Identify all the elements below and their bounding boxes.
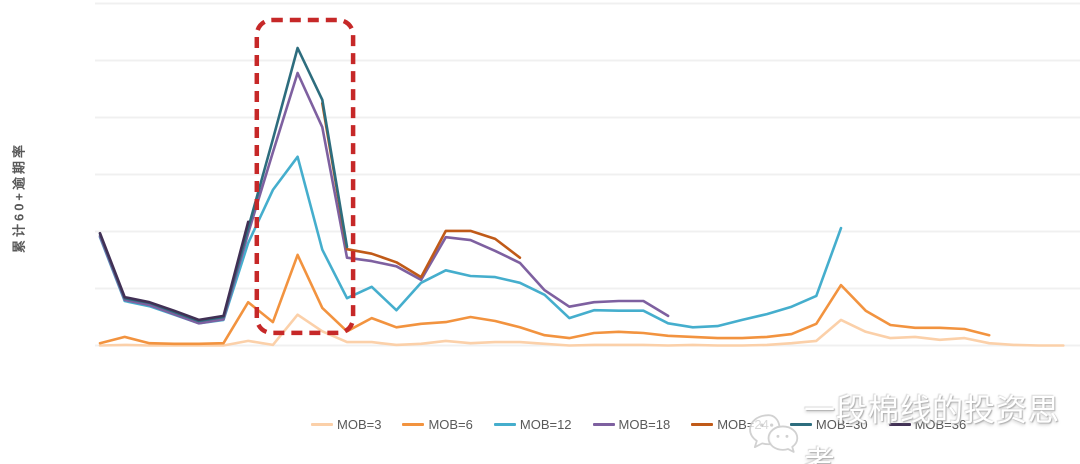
legend-swatch [402,423,425,426]
legend-label: MOB=12 [519,417,572,432]
series-line-mob-36 [98,220,250,322]
legend-item-mob-3: MOB=3 [311,417,381,432]
legend-label: MOB=36 [914,417,967,432]
series-line-mob-3 [98,313,1065,347]
legend-item-mob-24: MOB=24 [691,417,769,432]
legend-label: MOB=6 [428,417,473,432]
legend-swatch [493,423,516,426]
series-line-mob-6 [98,253,991,346]
legend-label: MOB=18 [618,417,671,432]
legend-label: MOB=30 [815,417,868,432]
legend-item-mob-36: MOB=36 [888,417,967,432]
series-line-mob-12 [98,155,843,329]
legend-swatch [789,423,812,426]
legend-item-mob-30: MOB=30 [789,417,868,432]
legend: MOB=3 MOB=6 MOB=12 MOB=18 MOB=24 MOB=30 MOB=36 [311,417,966,432]
legend-swatch [888,423,911,426]
legend-swatch [592,423,615,426]
annotation-highlight-box [254,17,356,336]
legend-item-mob-12: MOB=12 [493,417,572,432]
series-line-mob-18 [98,71,670,325]
legend-swatch [691,423,714,426]
legend-item-mob-6: MOB=6 [402,417,473,432]
legend-item-mob-18: MOB=18 [592,417,671,432]
legend-label: MOB=24 [717,417,769,432]
series-line-mob-24 [320,102,522,279]
legend-label: MOB=3 [337,417,382,432]
legend-swatch [311,423,333,426]
y-axis-title: 累计60+逾期率 [11,141,27,254]
